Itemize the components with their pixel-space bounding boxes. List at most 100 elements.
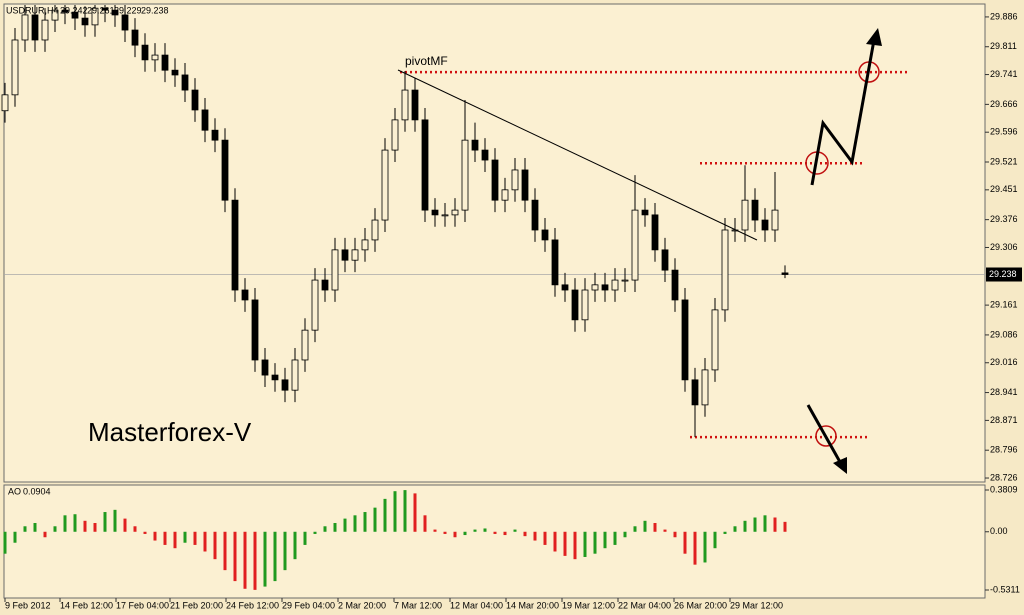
header-open: 29.242 bbox=[60, 5, 88, 15]
candle-body bbox=[41, 19, 49, 41]
candle-body bbox=[261, 359, 269, 376]
candle-body bbox=[431, 209, 439, 216]
candle-body bbox=[111, 9, 119, 16]
candle-body bbox=[321, 279, 329, 291]
candle-body bbox=[131, 29, 139, 46]
candle-body bbox=[721, 229, 729, 311]
candle-body bbox=[1, 94, 9, 112]
candle-body bbox=[121, 14, 129, 31]
candle-body bbox=[201, 109, 209, 131]
candle-body bbox=[401, 89, 409, 121]
candle-body bbox=[611, 279, 619, 291]
x-tick-label: 7 Mar 12:00 bbox=[394, 600, 442, 610]
candle-body bbox=[291, 359, 299, 391]
candle-body bbox=[741, 199, 749, 231]
x-tick-label: 17 Feb 04:00 bbox=[116, 600, 169, 610]
candle-body bbox=[31, 14, 39, 41]
candle-body bbox=[711, 309, 719, 371]
candle-body bbox=[501, 189, 509, 201]
candle-body bbox=[281, 379, 289, 391]
y-tick-label: 29.016 bbox=[990, 357, 1018, 367]
x-tick-label: 2 Mar 20:00 bbox=[338, 600, 386, 610]
x-tick-label: 26 Mar 20:00 bbox=[674, 600, 727, 610]
y-tick-label: 28.726 bbox=[990, 472, 1018, 482]
candle-body bbox=[51, 9, 59, 21]
candle-body bbox=[531, 199, 539, 231]
x-tick-label: 12 Mar 04:00 bbox=[450, 600, 503, 610]
pivot-label: pivotMF bbox=[405, 54, 448, 68]
candle-body bbox=[361, 239, 369, 251]
candle-body bbox=[601, 284, 609, 291]
x-tick-label: 21 Feb 20:00 bbox=[170, 600, 223, 610]
arrow-head bbox=[866, 28, 882, 46]
candle-body bbox=[621, 279, 629, 282]
y-tick-label: 28.796 bbox=[990, 445, 1018, 455]
candle-body bbox=[21, 14, 29, 41]
candle-body bbox=[381, 149, 389, 221]
candle-body bbox=[391, 119, 399, 151]
x-tick-label: 29 Mar 12:00 bbox=[730, 600, 783, 610]
candle-body bbox=[331, 249, 339, 291]
candle-body bbox=[541, 229, 549, 241]
y-tick-label: 29.161 bbox=[990, 299, 1018, 309]
circle-marker bbox=[815, 425, 837, 447]
x-tick-label: 9 Feb 2012 bbox=[5, 600, 51, 610]
candle-body bbox=[371, 219, 379, 241]
header-close: 29.238 bbox=[141, 5, 169, 15]
candle-body bbox=[141, 44, 149, 61]
indicator-name: AO bbox=[8, 486, 21, 496]
candle-body bbox=[681, 299, 689, 381]
y-tick-label: 0.3809 bbox=[990, 484, 1018, 494]
candle-body bbox=[571, 289, 579, 321]
up-arrow bbox=[810, 39, 876, 186]
candle-body bbox=[451, 209, 459, 216]
candle-body bbox=[581, 289, 589, 321]
x-tick-label: 22 Mar 04:00 bbox=[618, 600, 671, 610]
main-panel bbox=[3, 3, 986, 483]
candle-body bbox=[241, 289, 249, 301]
candle-body bbox=[481, 149, 489, 161]
candle-body bbox=[661, 249, 669, 271]
candle-body bbox=[471, 139, 479, 151]
candle-body bbox=[411, 89, 419, 121]
candle-body bbox=[651, 214, 659, 251]
candle-body bbox=[271, 374, 279, 381]
x-tick-label: 14 Mar 20:00 bbox=[506, 600, 559, 610]
candle-body bbox=[631, 209, 639, 281]
annotation: Masterforex-V bbox=[88, 417, 252, 447]
y-tick-label: 0.00 bbox=[990, 526, 1008, 536]
y-tick-label: 29.811 bbox=[990, 41, 1017, 51]
y-tick-label: 29.886 bbox=[990, 11, 1018, 21]
candle-body bbox=[221, 139, 229, 201]
candle-body bbox=[171, 69, 179, 76]
plot-layer bbox=[1, 5, 985, 590]
candle-body bbox=[461, 139, 469, 211]
y-tick-label: 28.871 bbox=[990, 415, 1018, 425]
candle-body bbox=[251, 299, 259, 361]
candle-body bbox=[521, 169, 529, 201]
y-tick-label: 29.741 bbox=[990, 69, 1018, 79]
candle-body bbox=[341, 249, 349, 261]
candle-body bbox=[81, 17, 89, 26]
down-arrow bbox=[806, 404, 842, 463]
current-price-label: 29.238 bbox=[989, 269, 1017, 279]
candle-body bbox=[781, 272, 789, 275]
symbol: USDRUR,H4 bbox=[6, 5, 59, 15]
candle-body bbox=[351, 249, 359, 261]
candle-body bbox=[641, 209, 649, 216]
x-tick-label: 24 Feb 12:00 bbox=[226, 600, 279, 610]
candle-body bbox=[751, 199, 759, 221]
candle-body bbox=[671, 269, 679, 301]
candle-body bbox=[91, 7, 99, 26]
candle-body bbox=[701, 369, 709, 406]
arrow-head bbox=[833, 457, 847, 474]
candle-body bbox=[151, 54, 159, 61]
x-tick-label: 14 Feb 12:00 bbox=[60, 600, 113, 610]
y-tick-label: 28.941 bbox=[990, 387, 1018, 397]
y-tick-label: 29.596 bbox=[990, 127, 1018, 137]
candle-body bbox=[101, 7, 109, 11]
y-tick-label: 29.666 bbox=[990, 99, 1018, 109]
candle-body bbox=[191, 89, 199, 111]
y-tick-label: 29.086 bbox=[990, 329, 1018, 339]
